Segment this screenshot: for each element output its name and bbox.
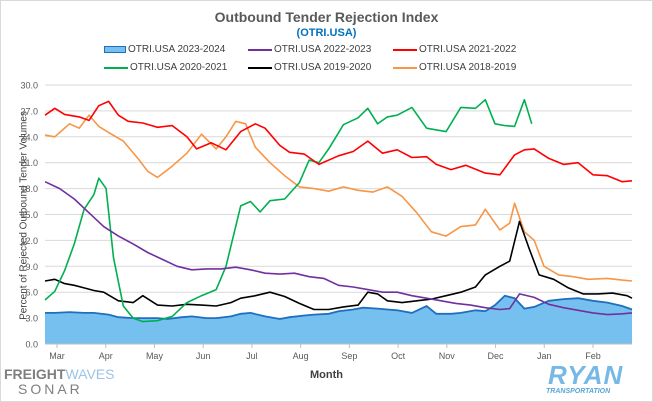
series-line-2022-2023: [44, 180, 633, 316]
x-axis-label: Month: [310, 369, 343, 381]
series-line-2021-2022: [44, 100, 633, 183]
legend-line-swatch: [248, 48, 272, 51]
area-fill-2023: [45, 295, 632, 344]
x-tick-label: Apr: [99, 351, 113, 361]
series-line-2023-2024: [45, 294, 633, 320]
legend-line-swatch: [393, 48, 417, 51]
series-line-2020-2021: [44, 98, 533, 323]
y-tick-label: 27.0: [20, 106, 38, 116]
chart-title: Outbound Tender Rejection Index: [214, 9, 439, 25]
ryan-logo: RYAN: [548, 360, 624, 390]
freightwaves-logo-freight: FREIGHT: [4, 366, 66, 382]
y-tick-label: 9.0: [25, 262, 38, 272]
x-tick-label: May: [146, 351, 164, 361]
y-tick-label: 18.0: [20, 184, 38, 194]
legend-label: OTRI.USA 2023-2024: [128, 44, 226, 55]
legend-item: OTRI.USA 2019-2020: [248, 62, 371, 73]
x-tick-label: Feb: [585, 351, 601, 361]
legend-item: OTRI.USA 2020-2021: [104, 62, 227, 73]
freightwaves-logo: FREIGHTWAVES: [4, 366, 114, 382]
legend-label: OTRI.USA 2019-2020: [274, 62, 372, 73]
chart-subtitle: (OTRI.USA): [296, 27, 357, 39]
ryan-logo-subtitle: TRANSPORTATION: [546, 388, 611, 395]
legend-label: OTRI.USA 2021-2022: [419, 44, 517, 55]
legend-item: OTRI.USA 2023-2024: [104, 44, 225, 55]
y-tick-label: 6.0: [25, 288, 38, 298]
y-tick-label: 15.0: [20, 210, 38, 220]
legend-label: OTRI.USA 2018-2019: [419, 62, 517, 73]
x-tick-label: Dec: [488, 351, 505, 361]
y-tick-label: 12.0: [20, 236, 38, 246]
y-tick-label: 3.0: [25, 314, 38, 324]
y-tick-label: 24.0: [20, 132, 38, 142]
legend-line-swatch: [393, 66, 417, 69]
y-tick-label: 21.0: [20, 158, 38, 168]
x-tick-label: Jun: [196, 351, 211, 361]
x-tick-label: Jul: [246, 351, 258, 361]
legend-label: OTRI.USA 2020-2021: [130, 62, 228, 73]
legend-label: OTRI.USA 2022-2023: [274, 44, 372, 55]
x-tick-label: Jan: [537, 351, 552, 361]
x-tick-label: Sep: [341, 351, 357, 361]
x-tick-label: Mar: [49, 351, 65, 361]
freightwaves-logo-waves: WAVES: [65, 366, 115, 382]
legend-line-swatch: [104, 66, 128, 69]
sonar-logo: SONAR: [18, 381, 83, 397]
x-tick-label: Oct: [391, 351, 406, 361]
series-line-2018-2019: [44, 114, 633, 282]
legend-item: OTRI.USA 2022-2023: [248, 44, 371, 55]
legend-line-swatch: [248, 66, 272, 69]
x-tick-label: Nov: [439, 351, 456, 361]
legend-area-swatch: [104, 46, 126, 53]
legend-item: OTRI.USA 2018-2019: [393, 62, 516, 73]
legend-item: OTRI.USA 2021-2022: [393, 44, 516, 55]
y-tick-label: 0.0: [25, 340, 38, 350]
series-line-2019-2020: [44, 220, 633, 311]
y-tick-label: 30.0: [20, 81, 38, 91]
x-tick-label: Aug: [293, 351, 309, 361]
